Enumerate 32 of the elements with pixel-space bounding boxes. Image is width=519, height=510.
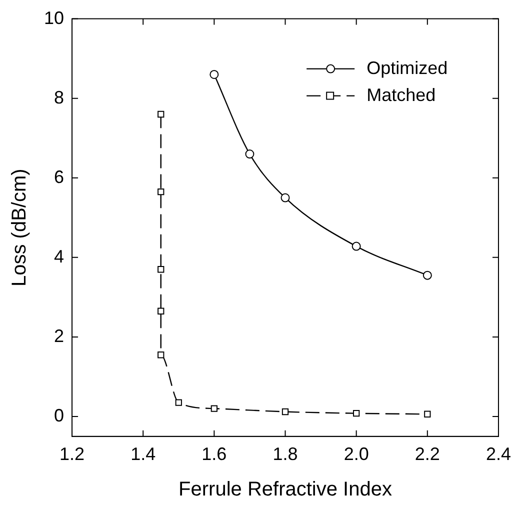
- y-tick-label: 8: [54, 87, 64, 108]
- point: [280, 193, 290, 202]
- point: [210, 70, 219, 79]
- y-tick-label: 2: [54, 326, 64, 346]
- y-tick-label: 0: [54, 405, 64, 426]
- point: [422, 270, 432, 280]
- legend-label: Optimized: [366, 58, 448, 78]
- x-tick-label: 2.2: [414, 444, 440, 464]
- x-tick-label: 2.0: [344, 444, 369, 464]
- x-tick-label: 2.4: [486, 444, 512, 464]
- point: [245, 150, 254, 159]
- x-tick-label: 1.4: [130, 444, 156, 464]
- y-tick-label: 6: [54, 166, 64, 187]
- point: [282, 408, 289, 416]
- x-tick-label: 1.6: [202, 444, 227, 464]
- y-tick-label: 4: [54, 246, 64, 266]
- y-tick-label: 10: [44, 8, 64, 28]
- point: [424, 410, 431, 418]
- point: [210, 405, 218, 412]
- x-tick-label: 1.8: [272, 444, 298, 464]
- point: [158, 110, 164, 118]
- x-tick-label: 1.2: [60, 444, 85, 464]
- point: [158, 188, 164, 196]
- point: [158, 266, 164, 273]
- point: [158, 308, 164, 314]
- legend-label: Matched: [366, 84, 436, 105]
- x-axis-title: Ferrule Refractive Index: [178, 478, 392, 501]
- point: [175, 399, 182, 406]
- y-axis-title: Loss (dB/cm): [8, 168, 31, 287]
- point: [158, 352, 164, 358]
- point: [352, 242, 361, 251]
- point: [353, 410, 360, 417]
